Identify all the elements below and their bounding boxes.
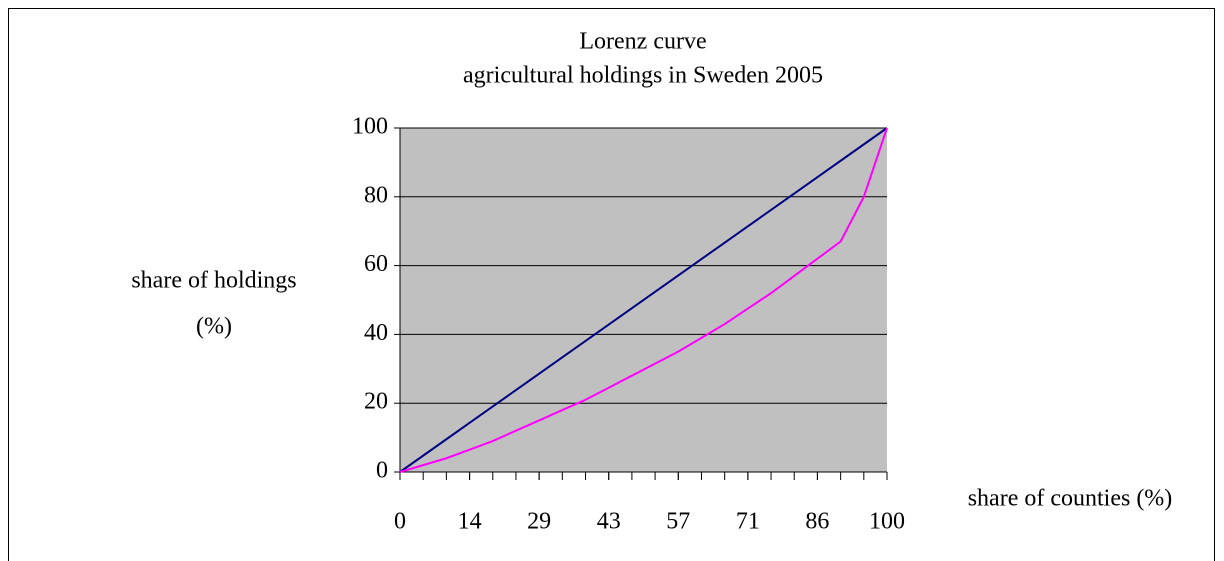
y-tick-label: 100 <box>352 114 388 140</box>
x-axis-label: share of counties (%) <box>968 486 1173 512</box>
x-tick-label: 57 <box>666 509 690 535</box>
x-tick-label: 71 <box>736 509 760 535</box>
x-tick-label: 86 <box>805 509 829 535</box>
y-tick-label: 20 <box>364 389 388 415</box>
y-tick-label: 80 <box>364 182 388 208</box>
chart-title: Lorenz curve <box>579 29 706 55</box>
y-axis-label-unit: (%) <box>196 314 232 340</box>
chart-border <box>8 8 1215 561</box>
series-line <box>399 127 888 473</box>
x-tick-label: 43 <box>597 509 621 535</box>
series-line <box>399 127 888 473</box>
chart-subtitle: agricultural holdings in Sweden 2005 <box>463 63 823 89</box>
y-tick-label: 0 <box>376 458 388 484</box>
x-tick-label: 100 <box>869 509 905 535</box>
y-tick-label: 40 <box>364 320 388 346</box>
y-tick-label: 60 <box>364 251 388 277</box>
x-tick-label: 14 <box>458 509 482 535</box>
x-tick-label: 29 <box>527 509 551 535</box>
x-tick-label: 0 <box>394 509 406 535</box>
y-axis-label: share of holdings <box>131 268 296 294</box>
